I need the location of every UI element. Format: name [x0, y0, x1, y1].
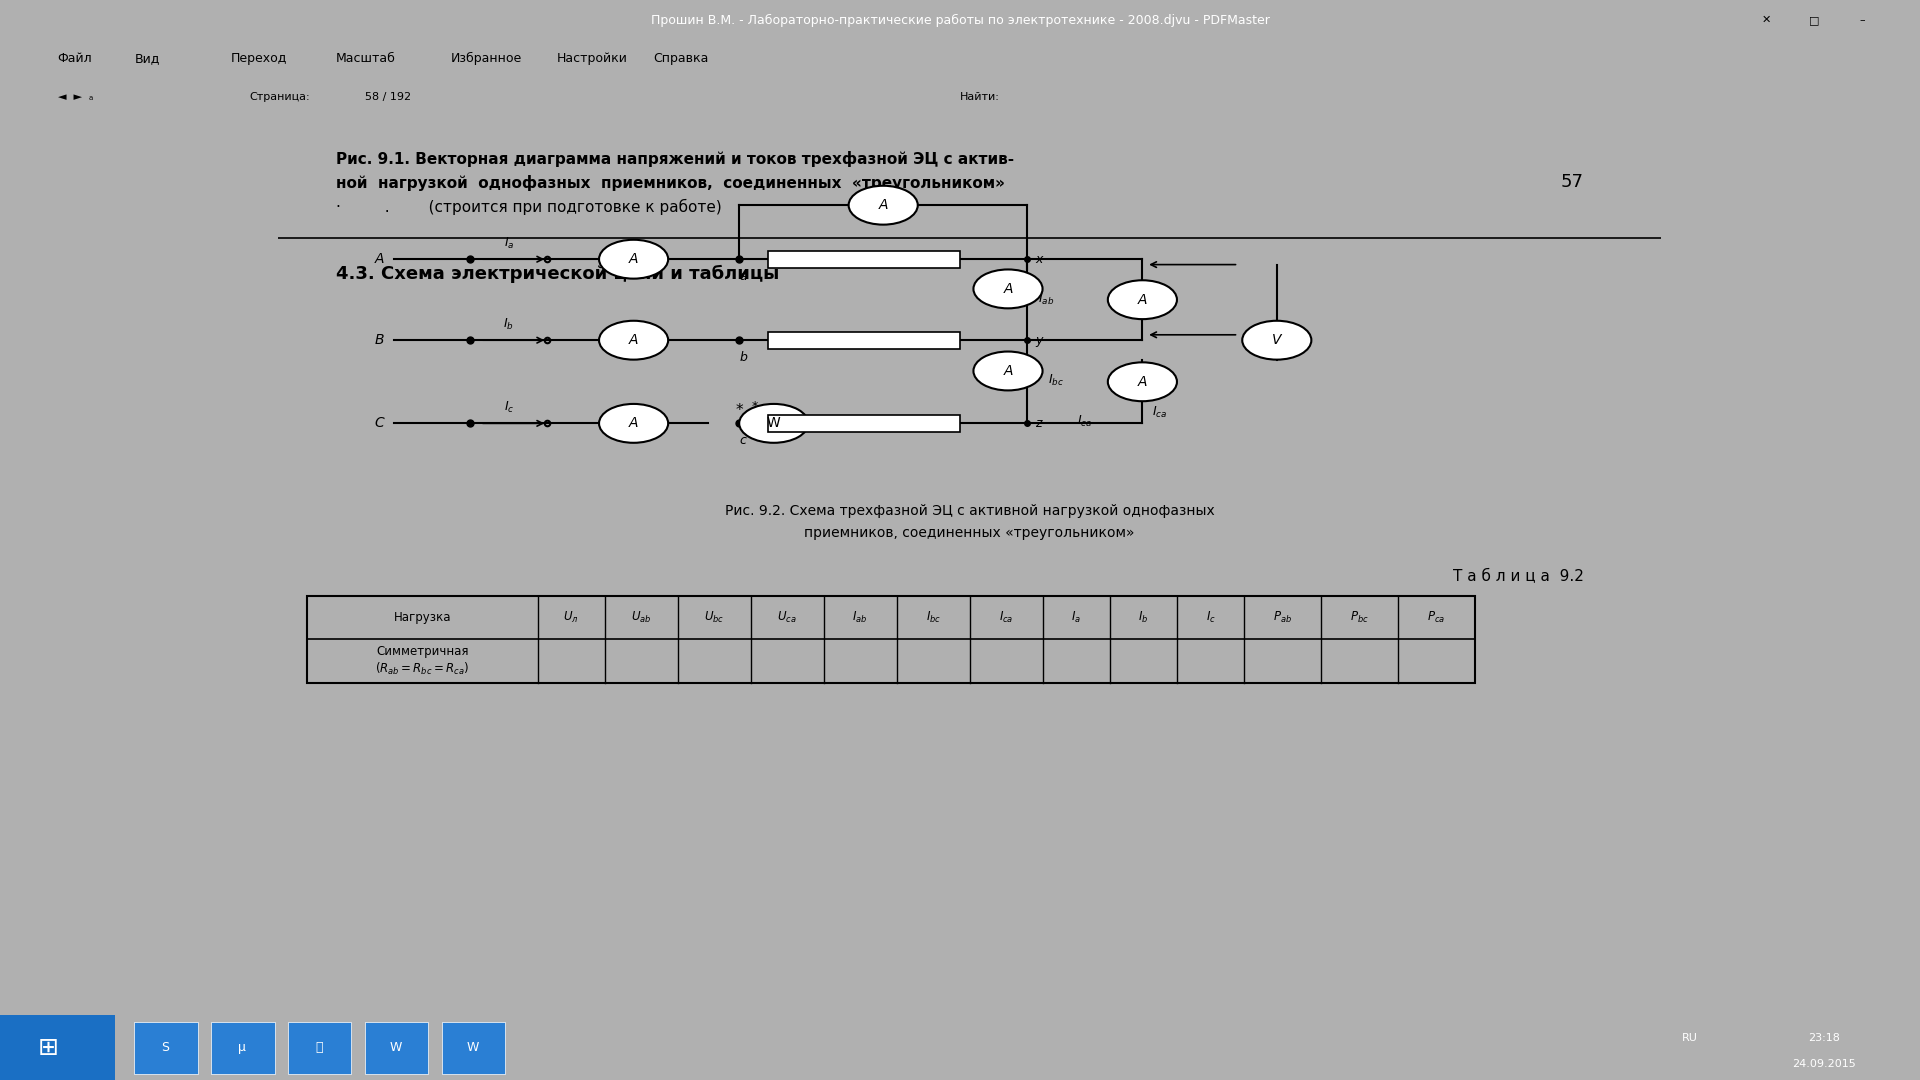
- Circle shape: [973, 351, 1043, 391]
- Text: Симметричная
$(R_{ab} = R_{bc} = R_{ca})$: Симметричная $(R_{ab} = R_{bc} = R_{ca})…: [374, 645, 470, 677]
- Text: W: W: [390, 1041, 401, 1054]
- Bar: [768, 332, 960, 349]
- Text: ной  нагрузкой  однофазных  приемников,  соединенных  «треугольником»: ной нагрузкой однофазных приемников, сое…: [336, 175, 1004, 191]
- Text: A: A: [630, 253, 637, 266]
- Text: 23:18: 23:18: [1809, 1032, 1839, 1043]
- Text: A: A: [879, 199, 887, 212]
- Text: $I_c$: $I_c$: [1206, 610, 1215, 625]
- Text: A: A: [630, 417, 637, 430]
- Text: Масштаб: Масштаб: [336, 52, 396, 66]
- Text: $P_{ab}$: $P_{ab}$: [1273, 610, 1292, 625]
- Text: $I_{ab}$: $I_{ab}$: [1039, 292, 1054, 307]
- Bar: [365, 1022, 428, 1074]
- Bar: [211, 1022, 275, 1074]
- Text: ⊞: ⊞: [38, 1036, 58, 1059]
- Text: $U_л$: $U_л$: [563, 610, 580, 625]
- Bar: [0, 1015, 115, 1080]
- Text: A: A: [1004, 364, 1012, 378]
- Text: Настройки: Настройки: [557, 52, 628, 66]
- Text: $I_{bc}$: $I_{bc}$: [1152, 375, 1167, 389]
- Text: 57: 57: [1561, 173, 1584, 191]
- Text: Прошин В.М. - Лабораторно-практические работы по электротехнике - 2008.djvu - PD: Прошин В.М. - Лабораторно-практические р…: [651, 13, 1269, 27]
- Text: $I_{bc}$: $I_{bc}$: [1048, 373, 1064, 388]
- Text: $I_c$: $I_c$: [503, 400, 515, 415]
- Text: Нагрузка: Нагрузка: [394, 611, 451, 624]
- Circle shape: [599, 404, 668, 443]
- Text: Файл: Файл: [58, 52, 92, 66]
- Circle shape: [739, 404, 808, 443]
- Bar: [768, 415, 960, 432]
- Bar: [442, 1022, 505, 1074]
- Text: RU: RU: [1682, 1032, 1697, 1043]
- Text: A: A: [1139, 293, 1146, 307]
- Text: x: x: [1035, 253, 1043, 266]
- Text: W: W: [766, 417, 781, 430]
- Text: □: □: [1809, 15, 1820, 25]
- Text: $P_{ca}$: $P_{ca}$: [1427, 610, 1446, 625]
- Text: *: *: [735, 403, 743, 418]
- Text: Рис. 9.2. Схема трехфазной ЭЦ с активной нагрузкой однофазных: Рис. 9.2. Схема трехфазной ЭЦ с активной…: [724, 504, 1215, 518]
- Text: $I_a$: $I_a$: [503, 235, 515, 251]
- Text: 24.09.2015: 24.09.2015: [1791, 1058, 1857, 1069]
- Bar: [307, 596, 1475, 683]
- Text: *: *: [751, 400, 758, 413]
- Circle shape: [1108, 280, 1177, 320]
- Text: Переход: Переход: [230, 52, 286, 66]
- Text: B: B: [374, 334, 384, 347]
- Text: $I_a$: $I_a$: [1071, 610, 1081, 625]
- Text: b: b: [739, 351, 747, 364]
- Text: приемников, соединенных «треугольником»: приемников, соединенных «треугольником»: [804, 526, 1135, 540]
- Text: Найти:: Найти:: [960, 92, 1000, 102]
- Text: $I_{ca}$: $I_{ca}$: [1152, 405, 1167, 420]
- Bar: [134, 1022, 198, 1074]
- Text: $U_{ab}$: $U_{ab}$: [632, 610, 651, 625]
- Text: a: a: [739, 270, 747, 283]
- Text: $U_{ca}$: $U_{ca}$: [778, 610, 797, 625]
- Text: c: c: [739, 434, 747, 447]
- Text: $I_{bc}$: $I_{bc}$: [925, 610, 941, 625]
- Text: ◄  ►  ₐ: ◄ ► ₐ: [58, 92, 92, 102]
- Text: A: A: [1139, 375, 1146, 389]
- Text: ✕: ✕: [1763, 15, 1770, 25]
- Text: S: S: [161, 1041, 169, 1054]
- Text: $I_{ab}$: $I_{ab}$: [1152, 287, 1167, 301]
- Text: $P_{bc}$: $P_{bc}$: [1350, 610, 1369, 625]
- Text: $I_b$: $I_b$: [503, 316, 515, 332]
- Text: W: W: [467, 1041, 478, 1054]
- Text: C: C: [374, 417, 384, 430]
- Text: 4.3. Схема электрической цепи и таблицы: 4.3. Схема электрической цепи и таблицы: [336, 265, 780, 283]
- Text: Избранное: Избранное: [451, 52, 522, 66]
- Text: V: V: [1273, 334, 1281, 347]
- Bar: [768, 251, 960, 268]
- Text: $I_b$: $I_b$: [1139, 610, 1148, 625]
- Text: A: A: [630, 334, 637, 347]
- Circle shape: [1242, 321, 1311, 360]
- Circle shape: [973, 269, 1043, 309]
- Text: –: –: [1860, 15, 1864, 25]
- Text: Справка: Справка: [653, 52, 708, 66]
- Text: $I_{ca}$: $I_{ca}$: [1077, 414, 1092, 429]
- Text: z: z: [1035, 417, 1041, 430]
- Text: 🦊: 🦊: [315, 1041, 323, 1054]
- Text: 58 / 192: 58 / 192: [365, 92, 411, 102]
- Text: μ: μ: [238, 1041, 246, 1054]
- Text: $I_{ca}$: $I_{ca}$: [998, 610, 1014, 625]
- Text: Т а б л и ц а  9.2: Т а б л и ц а 9.2: [1453, 569, 1584, 584]
- Circle shape: [599, 240, 668, 279]
- Circle shape: [599, 321, 668, 360]
- Circle shape: [1108, 362, 1177, 402]
- Text: ·         .        (строится при подготовке к работе): · . (строится при подготовке к работе): [336, 199, 722, 215]
- Text: Рис. 9.1. Векторная диаграмма напряжений и токов трехфазной ЭЦ с актив-: Рис. 9.1. Векторная диаграмма напряжений…: [336, 151, 1014, 167]
- Text: Страница:: Страница:: [250, 92, 311, 102]
- Circle shape: [849, 186, 918, 225]
- Text: $U_{bc}$: $U_{bc}$: [705, 610, 724, 625]
- Text: $I_{ab}$: $I_{ab}$: [852, 610, 868, 625]
- Text: y: y: [1035, 334, 1043, 347]
- Text: A: A: [374, 253, 384, 266]
- Bar: [288, 1022, 351, 1074]
- Text: A: A: [1004, 282, 1012, 296]
- Text: Вид: Вид: [134, 52, 159, 66]
